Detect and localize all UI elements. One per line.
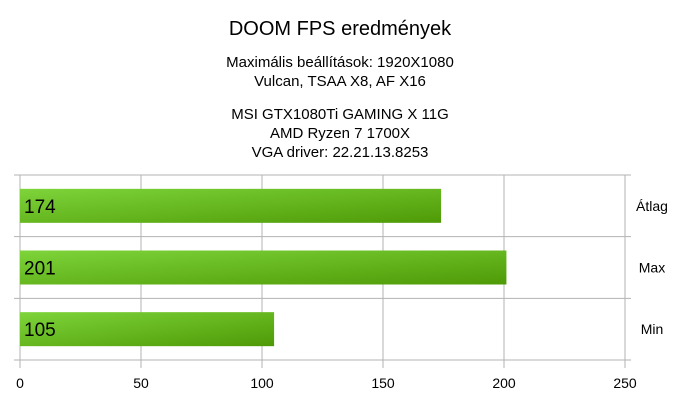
bar [20, 188, 442, 223]
x-axis-ticks: 0 50 100 150 200 250 [16, 375, 637, 391]
data-labels: 174 201 105 [24, 197, 56, 341]
x-tick-label: 200 [492, 375, 516, 391]
category-label: Min [641, 321, 664, 337]
subtitle-line: Vulcan, TSAA X8, AF X16 [254, 73, 426, 90]
bars [20, 188, 507, 347]
category-label: Átlag [636, 198, 668, 214]
chart-subtitle: Maximális beállítások: 1920X1080 Vulcan,… [0, 53, 680, 162]
category-labels: Átlag Max Min [636, 198, 668, 337]
chart-title: DOOM FPS eredmények [228, 18, 452, 40]
category-label: Max [639, 260, 665, 276]
data-label: 174 [24, 197, 56, 218]
subtitle-line: VGA driver: 22.21.13.8253 [251, 144, 429, 161]
bar [20, 250, 507, 285]
x-tick-label: 100 [250, 375, 274, 391]
subtitle-line: Maximális beállítások: 1920X1080 [226, 54, 454, 71]
x-tick-label: 50 [133, 375, 149, 391]
subtitle-line: AMD Ryzen 7 1700X [269, 125, 411, 142]
data-label: 201 [24, 259, 56, 280]
x-tick-label: 150 [371, 375, 395, 391]
bar [20, 312, 275, 347]
data-label: 105 [24, 320, 56, 341]
x-tick-label: 250 [613, 375, 637, 391]
subtitle-line: MSI GTX1080Ti GAMING X 11G [231, 106, 449, 123]
x-tick-label: 0 [16, 375, 24, 391]
